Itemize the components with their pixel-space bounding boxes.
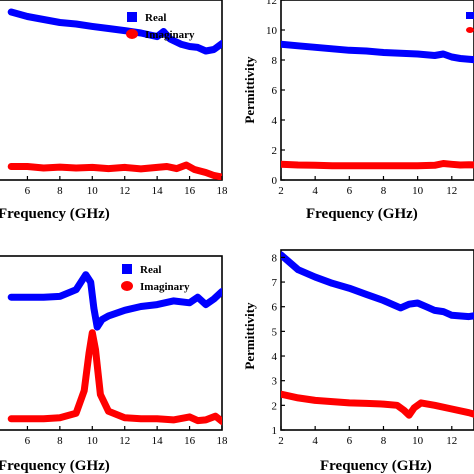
x-tick-label: 12 bbox=[446, 435, 457, 447]
y-axis-label: Permittivity bbox=[242, 56, 257, 124]
x-tick-label: 8 bbox=[57, 435, 63, 447]
series-line-real bbox=[7, 271, 222, 331]
y-tick-label: 7 bbox=[272, 277, 278, 289]
x-tick-label: 12 bbox=[119, 435, 130, 447]
legend-marker-imaginary bbox=[121, 281, 133, 291]
legend-marker-real bbox=[127, 12, 137, 22]
x-tick-label: 12 bbox=[446, 185, 457, 197]
x-tick-label: 6 bbox=[25, 185, 31, 197]
x-tick-label: 16 bbox=[184, 435, 196, 447]
series-line-imaginary bbox=[7, 329, 222, 425]
x-tick-label: 14 bbox=[152, 435, 164, 447]
legend-label-real: Real bbox=[140, 264, 161, 276]
series-line-real bbox=[281, 251, 474, 321]
x-tick-label: 18 bbox=[217, 435, 229, 447]
y-tick-label: 0 bbox=[272, 175, 278, 187]
x-tick-label: 8 bbox=[381, 435, 387, 447]
x-tick-label: 4 bbox=[312, 185, 318, 197]
panel-1: 6 8 10 12 14 16 18 Frequency (GHz) Real Imaginary bbox=[0, 0, 228, 222]
x-tick-label: 10 bbox=[412, 185, 424, 197]
y-tick-label: 10 bbox=[266, 25, 278, 37]
x-tick-label: 10 bbox=[87, 185, 99, 197]
plot-frame bbox=[280, 249, 474, 431]
x-tick-label: 10 bbox=[412, 435, 424, 447]
x-axis-label: Frequency (GHz) bbox=[306, 206, 418, 222]
x-axis-label: Frequency (GHz) bbox=[0, 206, 110, 222]
plot-frame bbox=[0, 255, 223, 431]
x-tick-label: 2 bbox=[278, 185, 284, 197]
x-tick-label: 16 bbox=[184, 185, 196, 197]
legend-label-real: Real bbox=[145, 12, 166, 24]
series-line-imaginary bbox=[281, 390, 474, 419]
series-line-imaginary bbox=[7, 161, 222, 180]
x-tick-label: 10 bbox=[87, 435, 99, 447]
x-axis-label: Frequency (GHz) bbox=[320, 458, 432, 474]
y-tick-label: 5 bbox=[272, 326, 278, 338]
panel-3: 6 8 10 12 14 16 18 Frequency (GHz) Real Imaginary bbox=[0, 255, 229, 474]
y-tick-label: 2 bbox=[272, 145, 278, 157]
plot-frame bbox=[0, 0, 223, 181]
x-tick-label: 6 bbox=[347, 435, 353, 447]
legend-marker-imaginary bbox=[126, 29, 138, 39]
y-tick-label: 2 bbox=[272, 400, 278, 412]
y-tick-label: 4 bbox=[272, 115, 278, 127]
x-tick-label: 2 bbox=[278, 435, 284, 447]
legend: Real Imaginary bbox=[121, 264, 190, 293]
x-tick-label: 6 bbox=[347, 185, 353, 197]
series-line-imaginary bbox=[281, 160, 474, 170]
legend: Real Imaginary bbox=[126, 12, 195, 41]
y-tick-label: 6 bbox=[272, 302, 278, 314]
x-tick-label: 8 bbox=[381, 185, 387, 197]
y-tick-label: 6 bbox=[272, 85, 278, 97]
y-tick-label: 3 bbox=[272, 376, 278, 388]
legend-marker-real bbox=[122, 264, 132, 274]
x-tick-label: 6 bbox=[25, 435, 31, 447]
x-tick-label: 18 bbox=[217, 185, 229, 197]
legend-marker-imaginary-cropped bbox=[466, 27, 474, 33]
plot-frame bbox=[280, 0, 474, 181]
y-axis-label: Permittivity bbox=[242, 302, 257, 370]
y-tick-label: 8 bbox=[272, 55, 278, 67]
y-tick-label: 1 bbox=[272, 425, 278, 437]
legend-label-imaginary: Imaginary bbox=[145, 29, 195, 41]
y-tick-label: 8 bbox=[272, 252, 278, 264]
x-tick-label: 8 bbox=[57, 185, 63, 197]
x-tick-label: 12 bbox=[119, 185, 130, 197]
series-line-real bbox=[281, 40, 474, 64]
y-tick-label: 4 bbox=[272, 351, 278, 363]
legend-marker-real-cropped bbox=[466, 12, 474, 19]
x-tick-label: 4 bbox=[312, 435, 318, 447]
series-line-real bbox=[7, 8, 222, 55]
x-tick-label: 14 bbox=[152, 185, 164, 197]
x-axis-label: Frequency (GHz) bbox=[0, 458, 110, 474]
legend-label-imaginary: Imaginary bbox=[140, 281, 190, 293]
y-tick-label: 12 bbox=[266, 0, 277, 7]
